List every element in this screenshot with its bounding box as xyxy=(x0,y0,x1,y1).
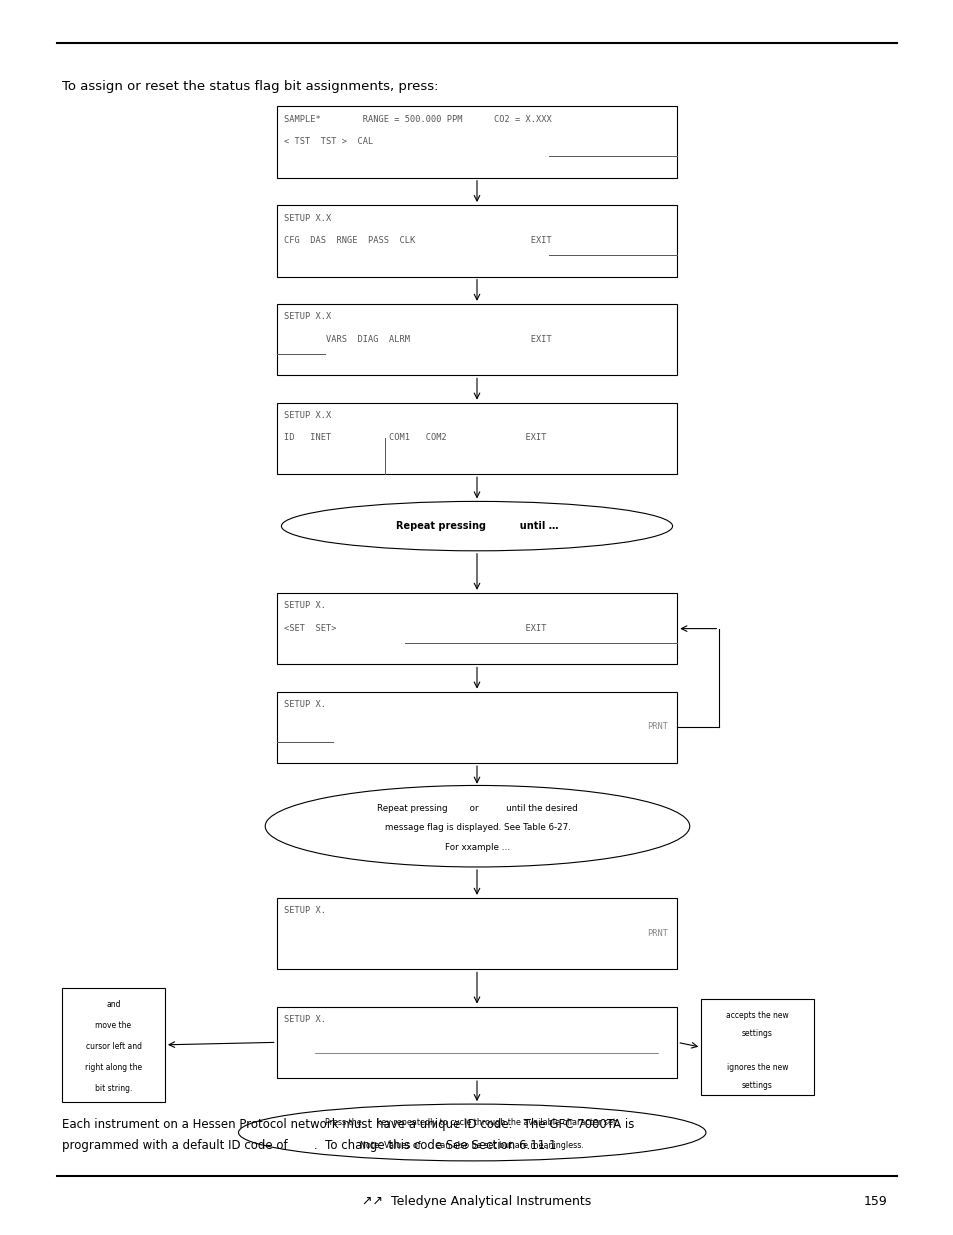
FancyBboxPatch shape xyxy=(276,106,677,178)
Text: Repeat pressing          until …: Repeat pressing until … xyxy=(395,521,558,531)
Text: For xxample …: For xxample … xyxy=(444,844,510,852)
Text: 159: 159 xyxy=(862,1195,886,1208)
Text: SETUP X.: SETUP X. xyxy=(284,1015,326,1024)
Text: programmed with a default ID code of       .  To change this code See Section 6.: programmed with a default ID code of . T… xyxy=(62,1139,556,1152)
Text: SETUP X.X: SETUP X.X xyxy=(284,312,332,321)
Text: settings: settings xyxy=(741,1029,772,1037)
Text: <SET  SET>                                    EXIT: <SET SET> EXIT xyxy=(284,624,546,632)
Text: SETUP X.: SETUP X. xyxy=(284,700,326,709)
Text: and: and xyxy=(106,1000,121,1009)
FancyBboxPatch shape xyxy=(276,403,677,474)
Text: SETUP X.: SETUP X. xyxy=(284,906,326,915)
FancyBboxPatch shape xyxy=(276,205,677,277)
Text: bit string.: bit string. xyxy=(94,1084,132,1093)
Ellipse shape xyxy=(238,1104,705,1161)
Text: Note: Values of      can also be set but are meaningless.: Note: Values of can also be set but are … xyxy=(360,1141,583,1150)
FancyBboxPatch shape xyxy=(276,304,677,375)
Text: Repeat pressing        or          until the desired: Repeat pressing or until the desired xyxy=(376,804,578,813)
Text: To assign or reset the status flag bit assignments, press:: To assign or reset the status flag bit a… xyxy=(62,80,438,94)
FancyBboxPatch shape xyxy=(276,1007,677,1078)
Text: VARS  DIAG  ALRM                       EXIT: VARS DIAG ALRM EXIT xyxy=(284,335,552,343)
FancyBboxPatch shape xyxy=(62,988,165,1102)
Text: Each instrument on a Hessen Protocol network must have a unique ID code.   The G: Each instrument on a Hessen Protocol net… xyxy=(62,1118,634,1131)
Text: SETUP X.: SETUP X. xyxy=(284,601,326,610)
Ellipse shape xyxy=(265,785,689,867)
Text: PRNT: PRNT xyxy=(646,722,667,731)
Text: SETUP X.X: SETUP X.X xyxy=(284,411,332,420)
Text: message flag is displayed. See Table 6-27.: message flag is displayed. See Table 6-2… xyxy=(384,824,570,832)
Text: Press the      key repeatedly to cycle through the available character set:: Press the key repeatedly to cycle throug… xyxy=(325,1119,618,1128)
Text: cursor left and: cursor left and xyxy=(86,1042,141,1051)
FancyBboxPatch shape xyxy=(276,593,677,664)
Text: ignores the new: ignores the new xyxy=(726,1063,787,1072)
FancyBboxPatch shape xyxy=(276,692,677,763)
Text: accepts the new: accepts the new xyxy=(725,1011,788,1020)
Text: move the: move the xyxy=(95,1021,132,1030)
Text: PRNT: PRNT xyxy=(646,929,667,937)
Text: ID   INET           COM1   COM2               EXIT: ID INET COM1 COM2 EXIT xyxy=(284,433,546,442)
FancyBboxPatch shape xyxy=(276,898,677,969)
Text: CFG  DAS  RNGE  PASS  CLK                      EXIT: CFG DAS RNGE PASS CLK EXIT xyxy=(284,236,552,245)
Text: < TST  TST >  CAL: < TST TST > CAL xyxy=(284,137,374,146)
Ellipse shape xyxy=(281,501,672,551)
Text: right along the: right along the xyxy=(85,1063,142,1072)
Text: settings: settings xyxy=(741,1081,772,1089)
Text: ↗↗  Teledyne Analytical Instruments: ↗↗ Teledyne Analytical Instruments xyxy=(362,1195,591,1208)
Text: SAMPLE*        RANGE = 500.000 PPM      CO2 = X.XXX: SAMPLE* RANGE = 500.000 PPM CO2 = X.XXX xyxy=(284,115,552,124)
FancyBboxPatch shape xyxy=(700,999,813,1095)
Text: SETUP X.X: SETUP X.X xyxy=(284,214,332,222)
